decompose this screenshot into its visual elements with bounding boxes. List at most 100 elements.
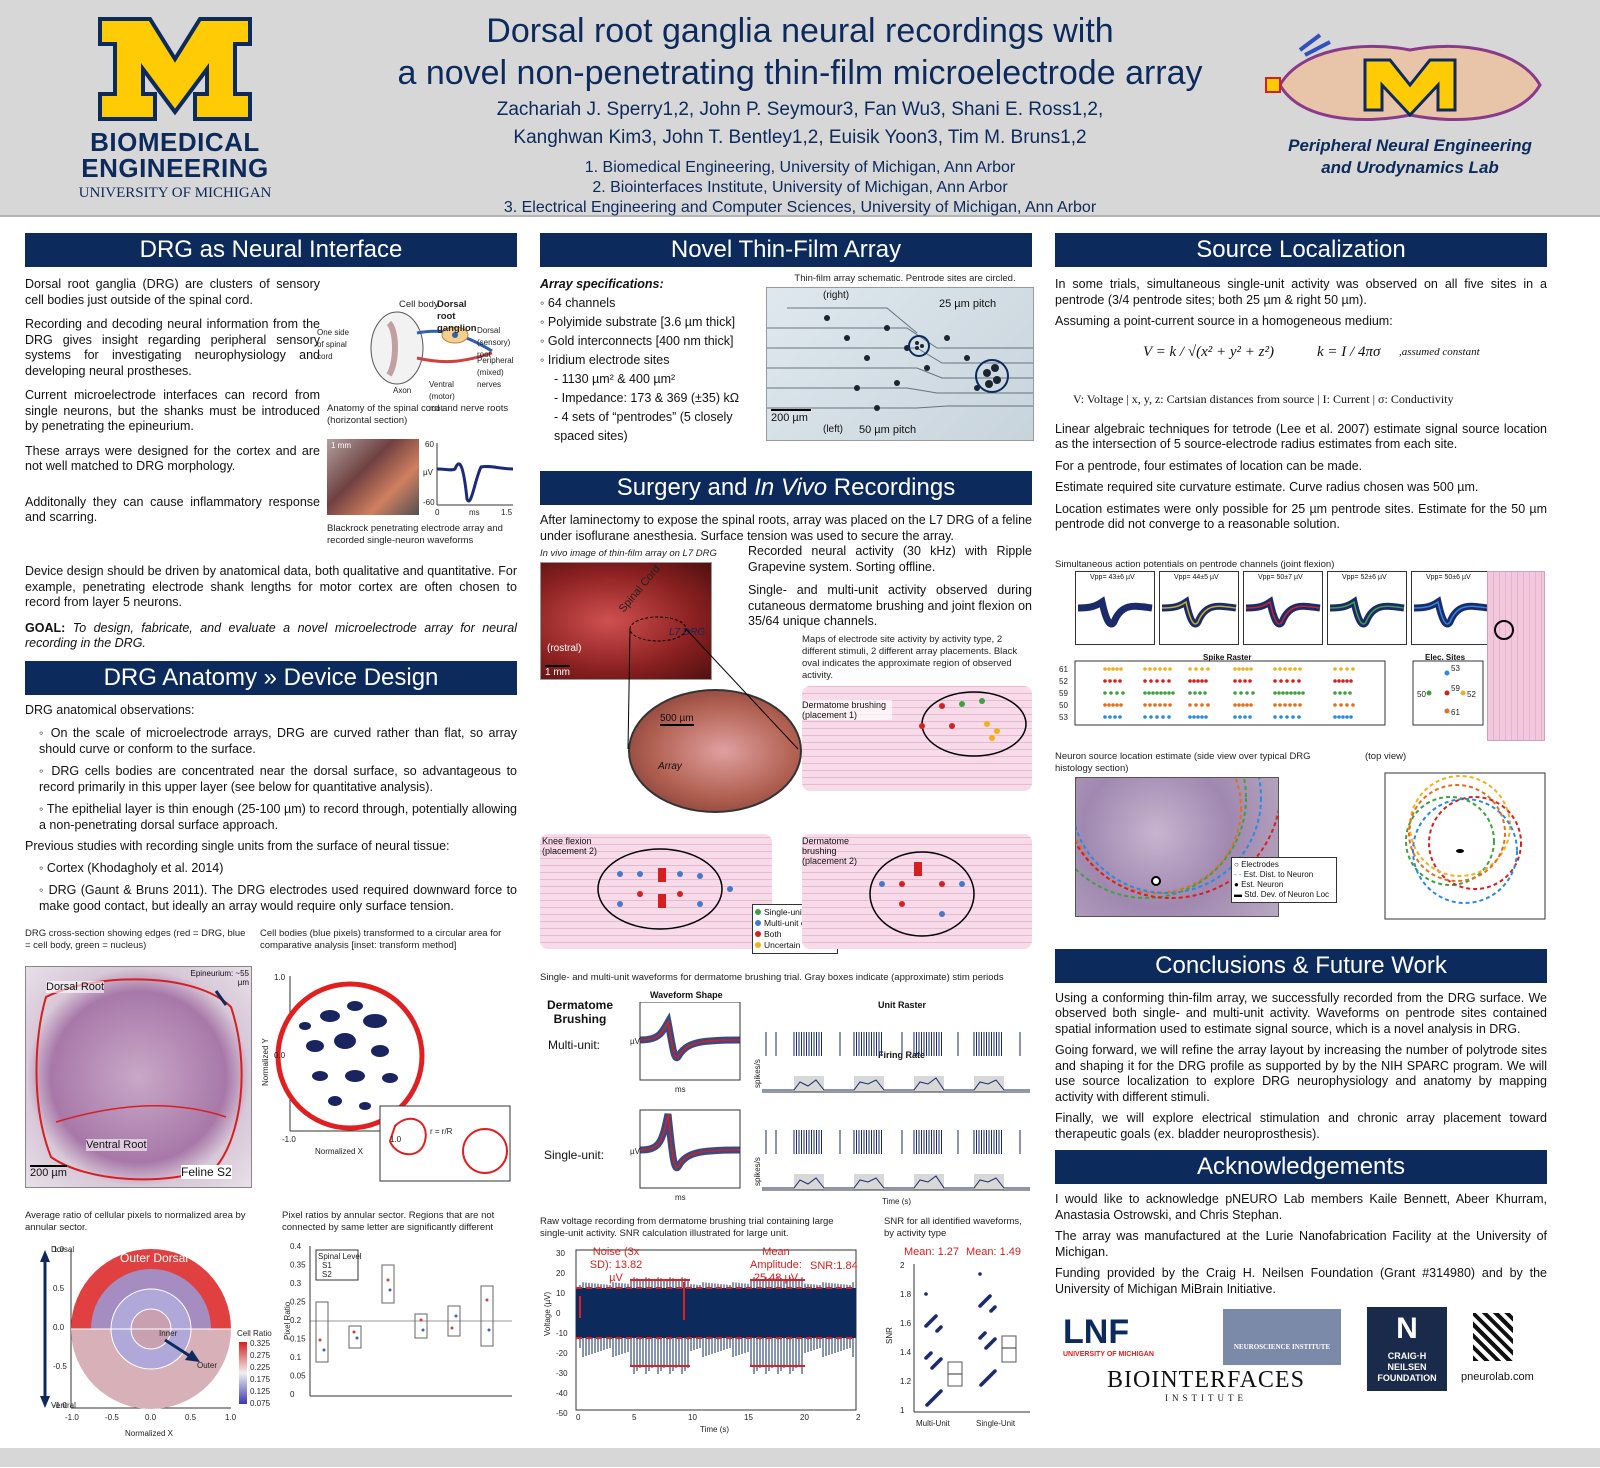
spec-list: Array specifications: ◦ 64 channels ◦ Pol…	[540, 275, 765, 446]
raster-spike	[1206, 702, 1210, 707]
label-drg: Dorsal root ganglion	[437, 299, 477, 334]
affiliation-2: 2. Biointerfaces Institute, University o…	[592, 179, 1008, 196]
label-inner: Inner	[159, 1329, 178, 1338]
bullet-cortex: ◦ Cortex (Khodagholy et al. 2014)	[39, 861, 224, 875]
raster-spike	[1291, 678, 1295, 683]
ap-panel: Vpp= 50±6 µV	[1411, 570, 1491, 645]
snr-boxplot: SNR Multi-Unit Single-Unit 2 1.8 1.6 1.4 1.2…	[885, 1261, 1030, 1428]
raw-xtick: 25	[856, 1413, 860, 1422]
label-50um-pitch: 50 µm pitch	[859, 424, 917, 436]
raster-spike	[1193, 690, 1197, 695]
raster-spike	[1153, 666, 1157, 671]
raster-spike	[1161, 678, 1165, 683]
raster-spike	[1203, 690, 1207, 695]
equation-block: V = k / √(x² + y² + z²) k = I / 4πσ ,ass…	[1055, 330, 1547, 422]
raster-spike	[1273, 702, 1277, 707]
ap-panel: Vpp= 52±6 µV	[1327, 570, 1407, 645]
raster-spike	[1288, 666, 1292, 671]
caption-cross-section: DRG cross-section showing edges (red = D…	[25, 928, 246, 951]
raster-spike	[1243, 678, 1247, 683]
raster-spike	[1333, 666, 1337, 671]
authors-line1: Zachariah J. Sperry1,2, John P. Seymour3…	[496, 99, 1104, 120]
raw-ytick: 10	[556, 1289, 565, 1298]
caption-top-view: (top view)	[1365, 750, 1407, 762]
blackrock-yunit: µV	[423, 468, 434, 477]
caption-raw: Raw voltage recording from dermatome bru…	[540, 1216, 834, 1239]
raster-spike	[1348, 690, 1352, 695]
acknowledgements-body: I would like to acknowledge pNEURO Lab m…	[1055, 1192, 1547, 1297]
raster-spike	[1158, 702, 1162, 707]
para-ack-3: Funding provided by the Craig H. Neilsen…	[1055, 1266, 1547, 1296]
label-outer: Outer	[197, 1361, 217, 1370]
raster-spike	[1345, 666, 1349, 671]
loc-legend-item: ▬ Std. Dev. of Neuron Loc	[1234, 890, 1334, 900]
blackrock-xright: 1.5	[501, 508, 513, 517]
lnf-logo: LNF UNIVERSITY OF MICHIGAN	[1063, 1313, 1175, 1361]
section-title-acknowledgements: Acknowledgements	[1055, 1150, 1547, 1184]
raster-spike	[1283, 702, 1287, 707]
elec-site-labels: 53 50 59 52 61	[1417, 664, 1476, 717]
loc-legend-item: ● Est. Neuron	[1234, 880, 1334, 890]
wave-time-label: Time (s)	[882, 1197, 911, 1206]
caption-array-schematic: Thin-film array schematic. Pentrode site…	[794, 273, 1016, 284]
raster-spike	[1103, 714, 1107, 719]
raster-spike	[1206, 666, 1210, 671]
para-anat-obs: DRG anatomical observations:	[25, 703, 195, 717]
raw-ytick: -10	[556, 1329, 568, 1338]
label-invivo-scale: 1 mm	[545, 665, 570, 678]
spinal-anatomy-figure: Cell body Dorsal root ganglion One side …	[317, 299, 517, 453]
raster-spike	[1241, 666, 1245, 671]
snr-point	[924, 1292, 928, 1296]
raster-spike	[1159, 690, 1163, 695]
blackrock-scale: 1 mm	[331, 441, 351, 450]
biointerfaces-logo: BIOINTERFACES	[1107, 1367, 1305, 1394]
para-conclusion-3: Finally, we will explore electrical stim…	[1055, 1111, 1547, 1141]
map-legend-item: Both	[755, 929, 835, 940]
authors-line2: Kanghwan Kim3, John T. Bentley1,2, Euisi…	[513, 127, 1087, 148]
pneurolab-url[interactable]: pneurolab.com	[1461, 1371, 1534, 1383]
snr-figures: Raw voltage recording from dermatome bru…	[540, 1216, 1032, 1436]
caption-waveforms: Single- and multi-unit waveforms for der…	[540, 972, 1004, 983]
snr-point	[993, 1369, 997, 1373]
raster-spike	[1118, 678, 1122, 683]
raster-spike	[1349, 678, 1353, 683]
surgery-title-a: Surgery and	[616, 474, 755, 501]
lnf-text: LNF	[1063, 1313, 1130, 1351]
raster-spike	[1249, 702, 1253, 707]
colorbar-tick: 0.275	[250, 1351, 271, 1360]
raster-spike	[1148, 702, 1152, 707]
para-conclusion-1: Using a conforming thin-film array, we s…	[1055, 990, 1547, 1036]
raster-spike	[1119, 666, 1123, 671]
box-ytick: 0.1	[290, 1353, 302, 1362]
label-dorsal-root: Dorsal (sensory) root	[477, 326, 511, 359]
polar-xtick: 1.0	[225, 1413, 237, 1422]
colorbar-tick: 0.125	[250, 1387, 271, 1396]
snr-ytick: 1.4	[900, 1348, 912, 1357]
label-xsec-scale: 200 µm	[30, 1165, 67, 1179]
raster-spike	[1108, 678, 1112, 683]
raster-spike	[1163, 666, 1167, 671]
map-legend-label: Uncertain	[764, 940, 801, 950]
wave-ms-1: ms	[675, 1085, 686, 1094]
spec-item: - 4 sets of “pentrodes” (5 closely space…	[554, 410, 733, 443]
craig-line-1: CRAIG·H	[1387, 1351, 1427, 1361]
raster-spike	[1108, 714, 1112, 719]
raster-channel-label: 59	[1059, 689, 1068, 698]
raster-spike	[1111, 702, 1115, 707]
label-feline: Feline S2	[181, 1165, 232, 1179]
raster-spike	[1113, 678, 1117, 683]
map-p1-sites	[919, 691, 1027, 757]
raster-spike	[1194, 666, 1198, 671]
raster-spike	[1171, 690, 1175, 695]
raster-spike	[1115, 690, 1119, 695]
circ-x1: -1.0	[282, 1135, 296, 1144]
label-rostral: (rostral)	[547, 643, 582, 654]
ap-vpp-label: Vpp= 43±6 µV	[1090, 573, 1135, 581]
craig-line-3: FOUNDATION	[1377, 1373, 1437, 1383]
bio-text-1: BIO	[1107, 1367, 1152, 1393]
para-simultaneous: In some trials, simultaneous single-unit…	[1055, 277, 1547, 307]
raster-spike	[1238, 678, 1242, 683]
map-dermatome-p1: Dermatome brushing (placement 1)	[802, 686, 1032, 791]
bme-line3: UNIVERSITY OF MICHIGAN	[78, 185, 272, 201]
ap-panel: Vpp= 50±7 µV	[1243, 570, 1323, 645]
